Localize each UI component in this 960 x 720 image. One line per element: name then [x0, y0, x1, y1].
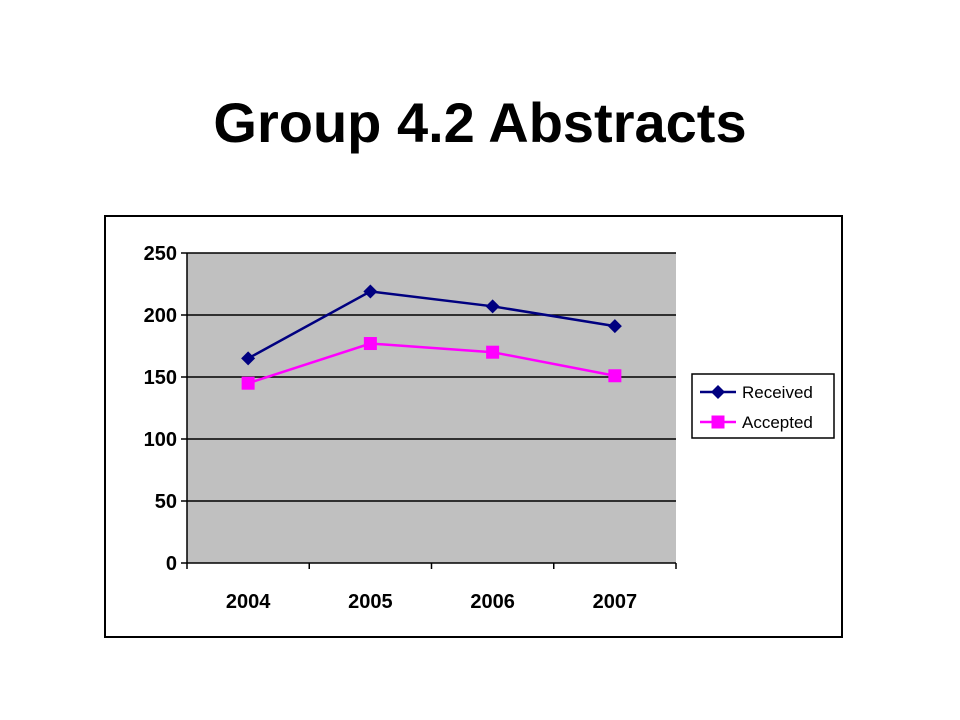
plot-area — [187, 253, 676, 563]
series-line-received — [247, 290, 616, 360]
y-tick-label-200: 200 — [144, 305, 177, 327]
series-accepted — [241, 337, 622, 390]
point-accepted-2007 — [608, 369, 622, 383]
series-received — [241, 284, 622, 366]
point-received-2004 — [241, 351, 256, 366]
x-tick-label-2006: 2006 — [470, 591, 515, 613]
legend-item-received: Received — [700, 383, 813, 402]
legend-item-accepted: Accepted — [700, 413, 813, 432]
point-accepted-2004 — [241, 376, 255, 390]
y-tick-label-100: 100 — [144, 429, 177, 451]
legend-label-accepted: Accepted — [742, 413, 813, 432]
legend-marker-received — [711, 385, 725, 399]
y-tick-label-250: 250 — [144, 243, 177, 265]
series-layer — [241, 284, 622, 390]
point-received-2005 — [363, 284, 378, 299]
legend: Received Accepted — [691, 373, 835, 439]
point-accepted-2005 — [363, 337, 377, 351]
legend-label-received: Received — [742, 383, 813, 402]
y-tick-label-0: 0 — [166, 553, 177, 575]
x-tick-label-2005: 2005 — [348, 591, 393, 613]
x-axis-ticks: 2004 2005 2006 2007 — [186, 563, 677, 613]
y-axis-ticks: 0 50 100 150 200 250 — [144, 243, 187, 575]
point-accepted-2006 — [486, 345, 500, 359]
y-tick-label-50: 50 — [155, 491, 177, 513]
point-received-2007 — [607, 319, 622, 334]
x-tick-label-2004: 2004 — [226, 591, 271, 613]
series-line-accepted — [247, 342, 616, 385]
y-tick-label-150: 150 — [144, 367, 177, 389]
legend-marker-accepted — [711, 415, 725, 429]
point-received-2006 — [485, 299, 500, 314]
x-tick-label-2007: 2007 — [593, 591, 638, 613]
slide-title: Group 4.2 Abstracts — [213, 91, 747, 154]
